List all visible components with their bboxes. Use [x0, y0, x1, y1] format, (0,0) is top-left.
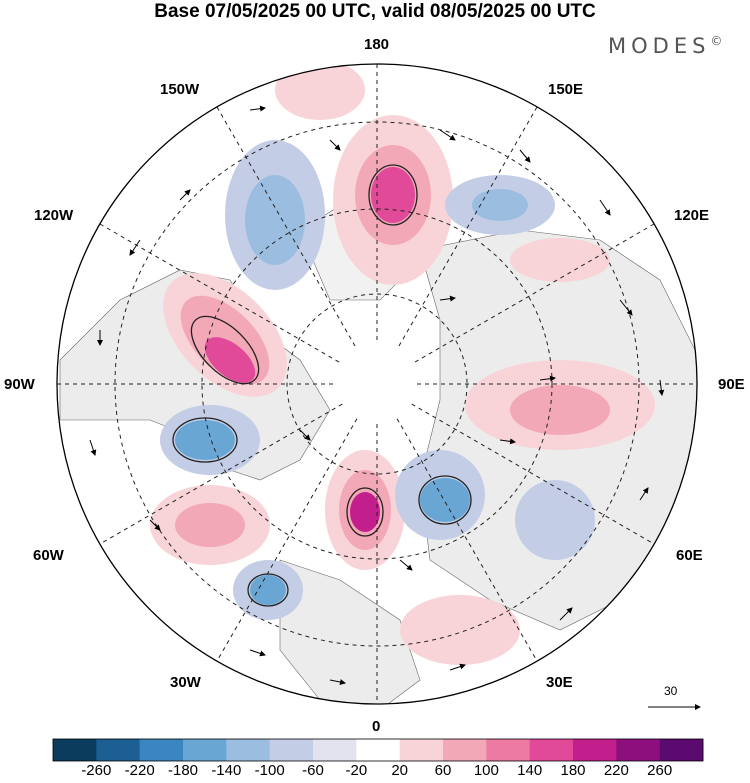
brand-text: MODES	[608, 34, 711, 58]
anomaly-positive	[350, 492, 380, 532]
anomaly-negative	[472, 189, 528, 221]
colorbar-swatch	[53, 739, 97, 761]
label-0: 0	[372, 718, 381, 735]
modes-logo: MODES©	[608, 34, 722, 58]
colorbar-tick-label: 140	[517, 762, 543, 779]
anomaly-positive	[400, 595, 520, 665]
anomaly-positive	[510, 385, 610, 435]
label-60w: 60W	[33, 547, 64, 564]
colorbar-swatch	[226, 739, 270, 761]
anomaly-positive	[510, 238, 610, 282]
reference-vector-value: 30	[664, 684, 678, 698]
colorbar-swatch	[616, 739, 660, 761]
map-border	[56, 63, 698, 705]
label-150w: 150W	[160, 81, 200, 98]
colorbar-tick-label: 20	[391, 762, 408, 779]
colorbar-swatch	[313, 739, 357, 761]
map-title: Base 07/05/2025 00 UTC, valid 08/05/2025…	[154, 1, 596, 22]
anomaly-positive	[204, 337, 256, 383]
colorbar-tick-label: -60	[302, 762, 324, 779]
colorbar-swatch	[659, 739, 704, 761]
label-180: 180	[364, 36, 390, 53]
label-60e: 60E	[676, 547, 703, 564]
label-30w: 30W	[170, 674, 201, 691]
label-30e: 30E	[546, 674, 573, 691]
anomaly-negative	[245, 175, 305, 265]
colorbar-swatch	[96, 739, 140, 761]
colorbar-tick-label: -140	[211, 762, 242, 779]
colorbar-swatch	[269, 739, 314, 761]
colorbar-swatch	[573, 739, 617, 761]
colorbar-tick-label: -220	[124, 762, 155, 779]
anomaly-negative	[420, 478, 470, 522]
colorbar-tick-label: -180	[167, 762, 199, 779]
colorbar-swatch	[443, 739, 487, 761]
map-disk	[57, 64, 697, 704]
brand-mark: ©	[710, 34, 723, 48]
colorbar-swatch	[183, 739, 227, 761]
label-90e: 90E	[718, 376, 745, 393]
label-90w: 90W	[4, 376, 35, 393]
colorbar-swatch	[139, 739, 184, 761]
colorbar-swatch	[356, 739, 400, 761]
colorbar-tick-label: 260	[647, 762, 673, 779]
colorbar-tick-label: 100	[473, 762, 499, 779]
label-150e: 150E	[548, 81, 584, 98]
colorbar-swatch	[486, 739, 530, 761]
colorbar-border	[52, 738, 704, 762]
colorbar	[52, 738, 704, 762]
colorbar-swatch	[529, 739, 574, 761]
anomaly-negative	[175, 420, 235, 460]
anomaly-negative	[250, 575, 286, 605]
colorbar-tick-label: -260	[81, 762, 112, 779]
colorbar-tick-label: 180	[560, 762, 586, 779]
anomaly-positive	[371, 167, 415, 223]
colorbar-swatch	[399, 739, 444, 761]
label-120e: 120E	[674, 207, 710, 224]
colorbar-tick-label: 60	[434, 762, 452, 779]
colorbar-tick-label: 220	[603, 762, 629, 779]
anomaly-negative	[515, 480, 595, 560]
colorbar-tick-label: -20	[345, 762, 368, 779]
anomaly-shading	[150, 64, 655, 665]
anomaly-positive	[275, 64, 365, 120]
wind-vectors	[89, 105, 665, 685]
colorbar-tick-label: -100	[254, 762, 285, 779]
anomaly-positive	[175, 503, 245, 547]
label-120w: 120W	[34, 207, 74, 224]
pole-region	[337, 344, 417, 424]
